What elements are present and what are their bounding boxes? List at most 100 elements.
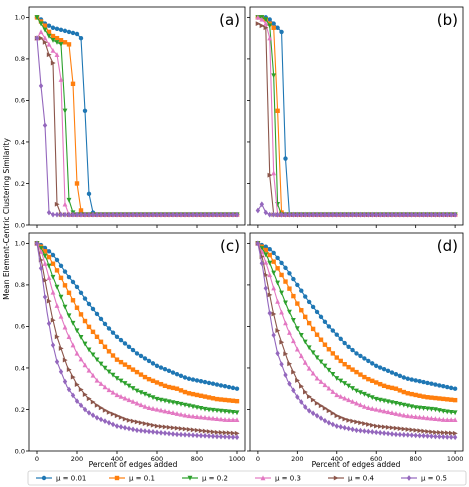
data-point: [170, 410, 176, 415]
data-point: [198, 406, 204, 411]
data-point: [417, 211, 422, 218]
series-line-1: [257, 242, 456, 390]
panel-label: (d): [437, 237, 458, 255]
data-point: [334, 211, 339, 218]
data-point: [255, 207, 261, 214]
data-point: [226, 384, 232, 390]
data-point: [271, 270, 277, 276]
data-point: [259, 16, 265, 22]
data-point: [38, 29, 44, 35]
data-point: [299, 308, 304, 313]
data-point: [38, 265, 44, 272]
data-point: [366, 422, 371, 427]
data-point: [409, 391, 414, 397]
data-point: [134, 427, 140, 434]
data-point: [452, 386, 458, 391]
data-point: [70, 374, 76, 380]
data-point: [194, 392, 200, 398]
data-point: [330, 351, 336, 356]
data-point: [255, 21, 261, 27]
data-point: [86, 301, 92, 307]
data-point: [440, 408, 446, 414]
data-point: [291, 211, 296, 218]
data-point: [42, 261, 48, 266]
data-point: [448, 417, 454, 423]
panel-label: (c): [220, 237, 240, 255]
data-point: [291, 387, 296, 394]
data-point: [142, 421, 148, 427]
legend: μ = 0.01 μ = 0.1 μ = 0.2 μ = 0.3 μ = 0.4 μ = …: [27, 470, 467, 486]
data-point: [110, 421, 116, 428]
data-point: [354, 351, 359, 356]
y-tick-label: 1.0: [15, 14, 25, 22]
series-line-1: [36, 16, 237, 216]
data-point: [283, 265, 288, 271]
data-point: [146, 358, 152, 364]
data-point: [445, 430, 450, 436]
data-point: [255, 14, 261, 20]
data-point: [405, 426, 411, 432]
data-point: [142, 356, 148, 361]
legend-marker: [333, 475, 339, 481]
data-point: [369, 406, 375, 411]
data-point: [110, 211, 116, 218]
data-point: [166, 430, 172, 437]
data-point: [58, 42, 64, 48]
data-point: [110, 353, 116, 358]
data-point: [370, 361, 375, 366]
data-point: [413, 432, 418, 439]
data-point: [186, 211, 192, 218]
data-point: [226, 211, 232, 218]
data-point: [150, 361, 156, 366]
data-point: [429, 381, 434, 386]
data-point: [70, 81, 76, 87]
data-point: [334, 355, 339, 360]
data-point: [126, 383, 132, 389]
data-point: [452, 417, 458, 423]
data-point: [94, 357, 100, 363]
data-point: [263, 20, 269, 26]
data-point: [74, 398, 80, 405]
data-point: [342, 340, 347, 346]
data-point: [202, 211, 208, 218]
series-line-2: [36, 16, 237, 216]
data-point: [66, 274, 72, 280]
data-point: [78, 208, 84, 213]
data-point: [263, 244, 268, 249]
data-point: [314, 332, 320, 337]
data-point: [425, 395, 430, 400]
data-point: [58, 263, 64, 269]
data-point: [46, 254, 52, 260]
data-point: [279, 211, 284, 218]
legend-label: μ = 0.1: [129, 475, 155, 483]
data-point: [259, 201, 265, 208]
x-tick-label: 800: [191, 455, 203, 463]
data-point: [78, 387, 84, 392]
axes-frame: [28, 6, 246, 226]
data-point: [190, 413, 196, 419]
data-point: [202, 379, 208, 385]
data-point: [118, 337, 124, 343]
data-point: [275, 255, 280, 261]
data-point: [377, 407, 383, 413]
data-point: [267, 252, 272, 258]
data-point: [46, 41, 52, 47]
data-point: [318, 359, 324, 365]
data-point: [186, 391, 192, 396]
data-point: [138, 372, 144, 377]
data-point: [54, 26, 60, 31]
data-point: [354, 419, 360, 425]
data-point: [178, 426, 184, 431]
data-point: [433, 395, 438, 401]
data-point: [334, 392, 340, 398]
data-point: [114, 392, 120, 398]
data-point: [275, 266, 280, 271]
data-point: [298, 353, 304, 359]
data-point: [234, 417, 240, 423]
data-point: [338, 358, 343, 364]
data-point: [138, 211, 144, 218]
data-point: [275, 298, 281, 304]
data-point: [448, 430, 454, 436]
data-point: [334, 413, 340, 419]
data-point: [401, 431, 407, 438]
